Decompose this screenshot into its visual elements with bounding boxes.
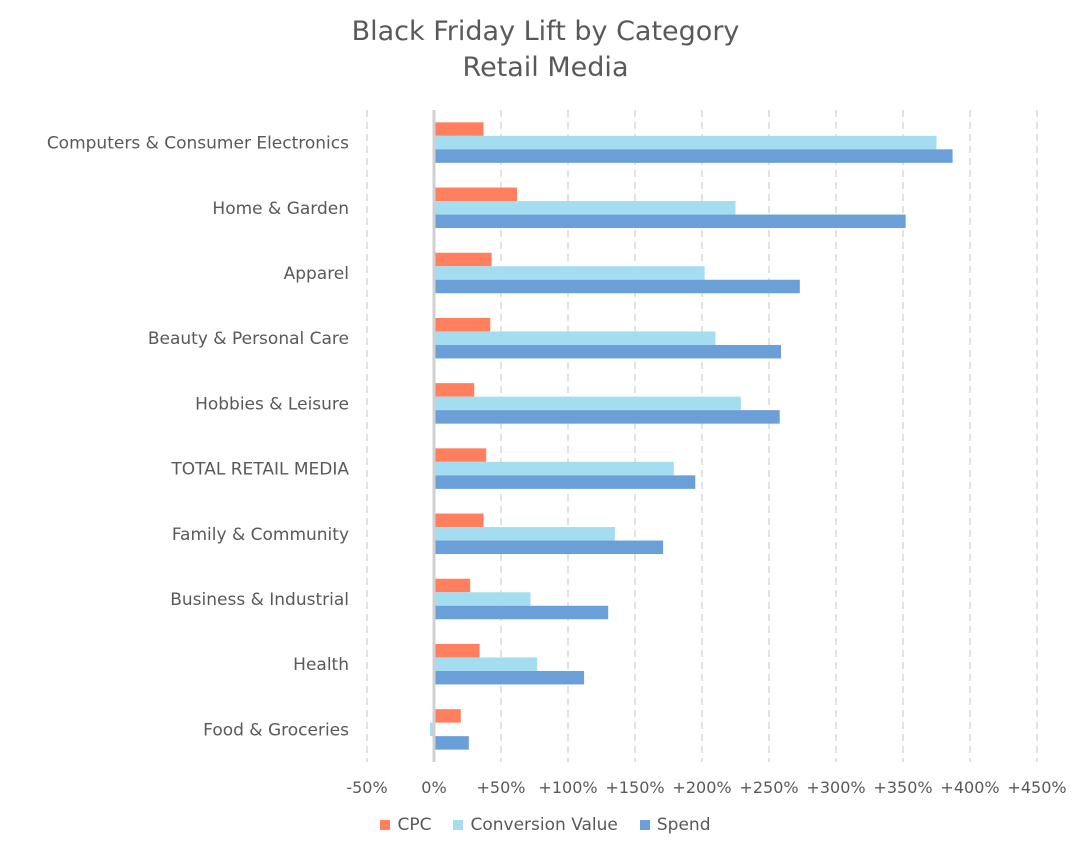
category-label: Apparel [284, 264, 349, 284]
bar-conversion-value [434, 135, 937, 150]
category-label: Beauty & Personal Care [148, 329, 349, 349]
bar-cpc [434, 252, 492, 267]
legend-label-cpc: CPC [397, 815, 432, 835]
bar-spend [434, 475, 696, 489]
bar-cpc [434, 317, 491, 332]
x-tick-label: +50% [477, 778, 526, 797]
x-tick-label: +100% [538, 778, 597, 797]
legend: CPC Conversion Value Spend [0, 815, 1091, 835]
bar-spend [434, 214, 906, 229]
legend-swatch-spend [639, 820, 650, 830]
x-tick-label: +200% [672, 778, 731, 797]
bar-cpc [434, 122, 484, 136]
x-tick-label: +250% [739, 778, 798, 797]
bar-conversion-value [434, 331, 716, 345]
legend-swatch-conversion-value [453, 820, 464, 830]
category-label: Family & Community [172, 525, 349, 545]
legend-item-spend: Spend [639, 815, 711, 835]
legend-label-spend: Spend [656, 815, 711, 835]
bar-spend [434, 670, 585, 685]
bar-spend [434, 605, 609, 620]
x-tick-label: 0% [421, 778, 446, 797]
bar-conversion-value [434, 592, 531, 606]
bars [429, 122, 953, 750]
bar-conversion-value [429, 722, 434, 737]
bar-conversion-value [434, 396, 741, 411]
bar-conversion-value [434, 201, 736, 215]
bar-cpc [434, 709, 461, 723]
category-label: Home & Garden [212, 199, 349, 219]
category-label: Food & Groceries [203, 720, 349, 740]
bar-cpc [434, 578, 471, 593]
x-tick-label: +350% [873, 778, 932, 797]
legend-item-cpc: CPC [380, 815, 431, 835]
legend-label-conversion-value: Conversion Value [470, 815, 618, 835]
bar-cpc [434, 383, 475, 397]
category-label: Computers & Consumer Electronics [47, 134, 349, 154]
legend-item-conversion-value: Conversion Value [453, 815, 618, 835]
bar-spend [434, 279, 800, 294]
x-tick-label: +150% [605, 778, 664, 797]
bar-conversion-value [434, 657, 538, 671]
bar-cpc [434, 513, 484, 528]
bar-cpc [434, 643, 480, 658]
category-label: Business & Industrial [170, 590, 349, 610]
x-tick-label: +300% [806, 778, 865, 797]
chart-title: Black Friday Lift by Category [351, 16, 740, 47]
bar-spend [434, 344, 782, 359]
bar-conversion-value [434, 266, 705, 280]
category-label: Hobbies & Leisure [195, 394, 349, 414]
x-tick-label: +450% [1007, 778, 1066, 797]
bar-conversion-value [434, 461, 674, 476]
legend-swatch-cpc [380, 820, 391, 830]
category-label: TOTAL RETAIL MEDIA [170, 460, 349, 480]
bar-cpc [434, 187, 518, 202]
bar-spend [434, 149, 953, 163]
axis-labels: -50% 0% +50% +100% +150% +200% +250% +300% +350%… [47, 134, 1067, 797]
bar-cpc [434, 448, 487, 462]
category-label: Health [293, 655, 349, 675]
chart-subtitle: Retail Media [462, 52, 629, 83]
bar-spend [434, 736, 469, 750]
bar-spend [434, 540, 664, 555]
bar-conversion-value [434, 527, 615, 541]
x-tick-label: +400% [940, 778, 999, 797]
x-tick-label: -50% [346, 778, 387, 797]
bar-spend [434, 410, 780, 424]
